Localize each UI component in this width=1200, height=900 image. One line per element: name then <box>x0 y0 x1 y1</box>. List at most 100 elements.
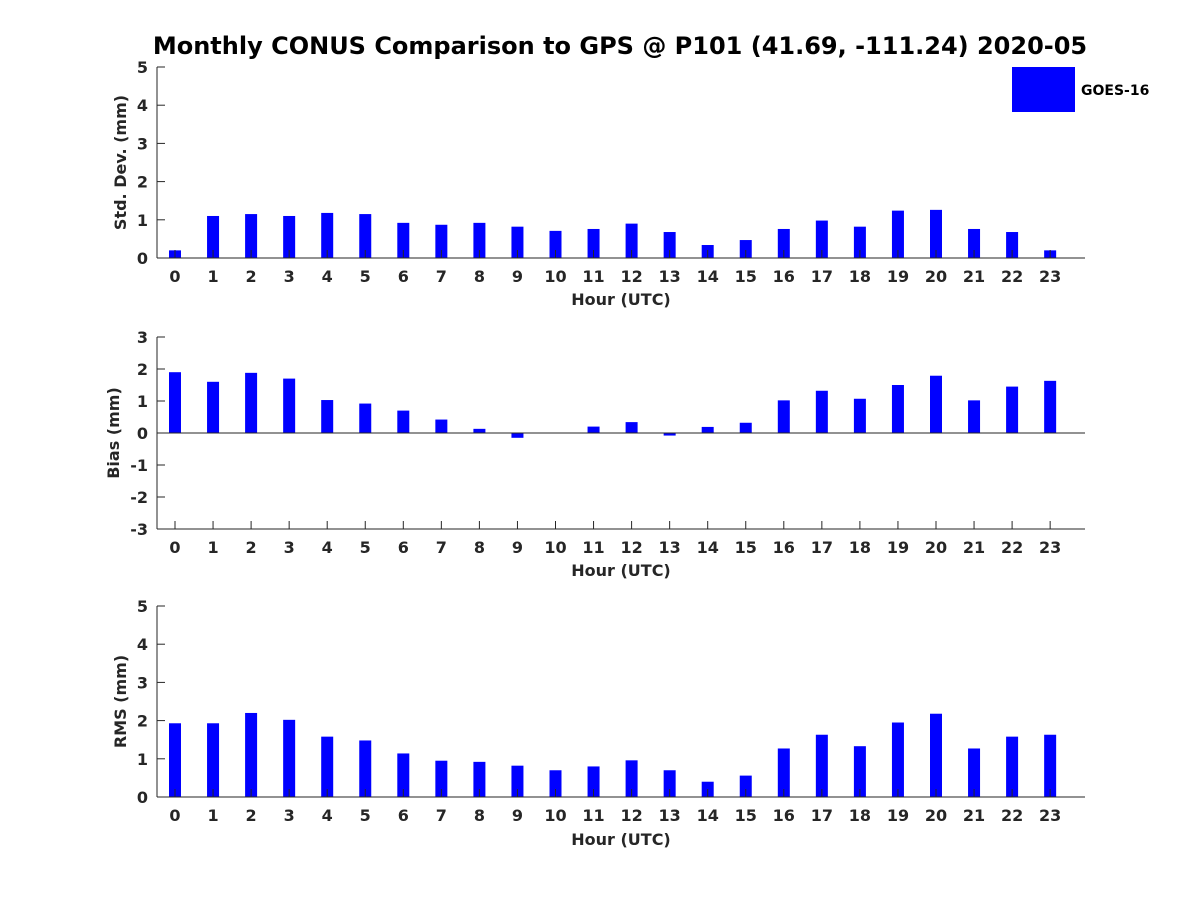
bar-hour-15 <box>739 240 752 258</box>
x-tick-label: 1 <box>207 267 218 286</box>
x-tick-label: 5 <box>360 538 371 557</box>
x-tick-label: 12 <box>620 538 642 557</box>
x-tick-label: 10 <box>544 267 566 286</box>
x-tick-label: 15 <box>735 538 757 557</box>
bar-hour-8 <box>473 761 486 797</box>
bar-hour-11 <box>587 228 600 258</box>
bar-hour-9 <box>511 765 524 797</box>
x-tick-label: 5 <box>360 806 371 825</box>
x-tick-label: 1 <box>207 538 218 557</box>
x-tick-label: 3 <box>284 806 295 825</box>
bar-hour-5 <box>359 740 372 797</box>
bar-hour-12 <box>625 223 638 258</box>
x-tick-label: 14 <box>697 267 719 286</box>
bar-hour-21 <box>968 400 981 433</box>
bar-hour-4 <box>321 736 334 797</box>
x-tick-label: 5 <box>360 267 371 286</box>
bar-hour-22 <box>1006 232 1019 258</box>
bar-hour-16 <box>777 228 790 258</box>
x-axis-label: Hour (UTC) <box>571 830 671 849</box>
x-tick-label: 20 <box>925 267 947 286</box>
bar-hour-20 <box>930 209 942 258</box>
x-tick-label: 23 <box>1039 806 1061 825</box>
x-tick-label: 14 <box>697 806 719 825</box>
x-tick-label: 0 <box>169 538 180 557</box>
bar-hour-7 <box>435 224 448 258</box>
x-tick-label: 8 <box>474 806 485 825</box>
x-tick-label: 13 <box>659 806 681 825</box>
x-tick-label: 2 <box>246 267 257 286</box>
bar-hour-15 <box>739 422 752 433</box>
x-tick-label: 7 <box>436 806 447 825</box>
y-tick-label: 2 <box>137 712 148 731</box>
x-tick-label: 23 <box>1039 538 1061 557</box>
y-axis-label: Std. Dev. (mm) <box>111 95 130 230</box>
x-tick-label: 17 <box>811 538 833 557</box>
y-tick-label: 3 <box>137 134 148 153</box>
y-tick-label: 0 <box>137 249 148 268</box>
x-tick-label: 23 <box>1039 267 1061 286</box>
x-tick-label: 3 <box>284 267 295 286</box>
bar-hour-3 <box>283 719 296 797</box>
bar-hour-19 <box>891 210 904 258</box>
bar-hour-5 <box>359 403 372 433</box>
bar-hour-19 <box>891 385 904 433</box>
bar-hour-4 <box>321 400 334 433</box>
bar-hour-20 <box>930 375 942 433</box>
bar-hour-0 <box>169 372 181 433</box>
x-tick-label: 12 <box>620 806 642 825</box>
x-tick-label: 18 <box>849 806 871 825</box>
y-tick-label: 2 <box>137 173 148 192</box>
y-axis-label: RMS (mm) <box>111 655 130 748</box>
bar-hour-1 <box>207 215 220 258</box>
bar-hour-11 <box>587 766 600 797</box>
x-tick-label: 20 <box>925 806 947 825</box>
bar-hour-2 <box>245 372 258 433</box>
y-tick-label: 4 <box>137 96 148 115</box>
y-tick-label: 1 <box>137 211 148 230</box>
x-tick-label: 10 <box>544 538 566 557</box>
figure-title: Monthly CONUS Comparison to GPS @ P101 (… <box>153 32 1087 60</box>
y-tick-label: -2 <box>130 488 148 507</box>
x-tick-label: 4 <box>322 267 333 286</box>
bar-hour-21 <box>968 748 981 797</box>
x-tick-label: 14 <box>697 538 719 557</box>
x-tick-label: 6 <box>398 267 409 286</box>
bar-hour-23 <box>1044 734 1057 797</box>
x-tick-label: 15 <box>735 267 757 286</box>
y-tick-label: 5 <box>137 58 148 77</box>
y-tick-label: 1 <box>137 392 148 411</box>
bar-hour-5 <box>359 214 372 258</box>
x-tick-label: 4 <box>322 538 333 557</box>
bar-hour-9 <box>511 226 524 258</box>
y-tick-label: 2 <box>137 360 148 379</box>
x-tick-label: 3 <box>284 538 295 557</box>
x-tick-label: 16 <box>773 538 795 557</box>
bar-hour-12 <box>625 760 638 797</box>
bar-hour-23 <box>1044 380 1057 433</box>
bar-hour-6 <box>397 410 410 433</box>
x-tick-label: 17 <box>811 267 833 286</box>
x-tick-label: 18 <box>849 538 871 557</box>
x-tick-label: 6 <box>398 806 409 825</box>
bar-hour-4 <box>321 212 334 258</box>
bar-hour-13 <box>663 232 676 258</box>
x-tick-label: 7 <box>436 538 447 557</box>
y-tick-label: 1 <box>137 750 148 769</box>
bar-hour-18 <box>853 746 866 797</box>
x-tick-label: 9 <box>512 267 523 286</box>
legend: GOES-16 <box>1012 67 1149 112</box>
bar-hour-15 <box>739 775 752 797</box>
x-tick-label: 8 <box>474 267 485 286</box>
x-tick-label: 0 <box>169 806 180 825</box>
y-tick-label: 5 <box>137 597 148 616</box>
bar-hour-21 <box>968 228 981 258</box>
bar-hour-7 <box>435 760 448 797</box>
x-tick-label: 18 <box>849 267 871 286</box>
x-axis-label: Hour (UTC) <box>571 290 671 309</box>
x-tick-label: 19 <box>887 538 909 557</box>
